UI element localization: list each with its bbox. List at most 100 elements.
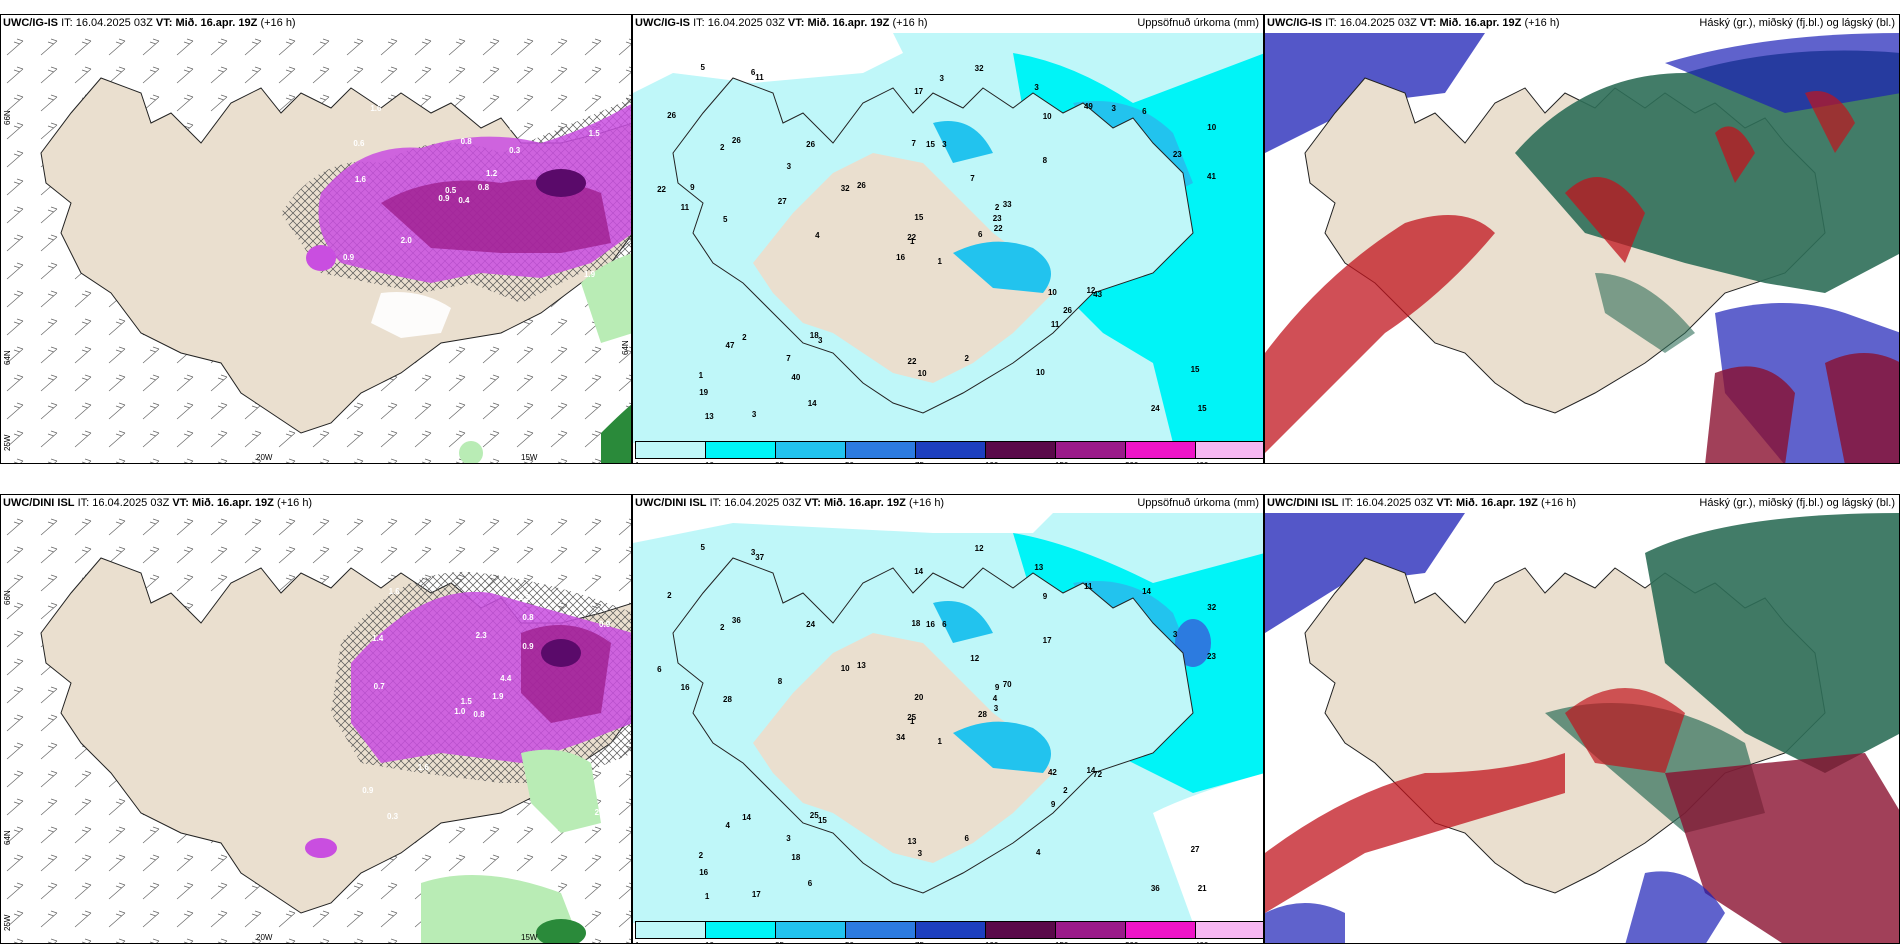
scale-label: 75 — [915, 461, 924, 463]
scale-labels: 1 10 25 50 75 100 150 200 400 — [635, 941, 1263, 943]
value-label: 1.9 — [583, 269, 596, 279]
scale-label: 200 — [1125, 461, 1138, 463]
value-label: 16 — [926, 619, 935, 629]
scale-segment — [986, 922, 1056, 938]
value-label: 13 — [1034, 562, 1044, 572]
scale-segment — [916, 442, 986, 458]
value-label: 41 — [1207, 171, 1216, 181]
lat-label-64: 64N — [3, 830, 12, 845]
lon-label-25: 25W — [3, 914, 12, 931]
value-label: 18 — [809, 330, 819, 340]
value-label: 32 — [840, 183, 850, 193]
value-label: 27 — [1190, 844, 1200, 854]
scale-label: 25 — [775, 461, 784, 463]
value-label: 25 — [907, 713, 917, 723]
value-label: 3 — [942, 139, 947, 149]
value-label: 34 — [896, 733, 906, 743]
value-label: 7 — [911, 138, 916, 148]
lon-label-15: 15W — [521, 933, 538, 942]
scale-label: 400 — [1195, 941, 1208, 943]
value-label: 4 — [815, 230, 820, 240]
value-label: 70 — [1002, 679, 1012, 689]
value-label: 28 — [723, 694, 732, 704]
value-label: 2 — [719, 622, 725, 632]
lon-label-20: 20W — [256, 933, 273, 942]
value-label: 26 — [1063, 306, 1072, 316]
value-label: 16 — [680, 683, 690, 693]
cloud-map — [1265, 513, 1899, 943]
scale-segment — [986, 442, 1056, 458]
value-label: 1 — [698, 371, 704, 381]
value-label: 26 — [731, 135, 741, 145]
panel-subtitle: Háský (gr.), miðský (fj.bl.) og lágský (… — [1699, 497, 1895, 509]
lat-label-64-right: 64N — [621, 340, 630, 355]
panel-title: UWC/IG-IS IT: 16.04.2025 03Z VT: Mið. 16… — [3, 17, 296, 29]
value-label: 1.6 — [370, 104, 382, 113]
value-label: 22 — [993, 223, 1003, 233]
value-label: 36 — [731, 615, 741, 625]
panel-clouds-igis: UWC/IG-IS IT: 16.04.2025 03Z VT: Mið. 16… — [1264, 14, 1900, 464]
value-label: 2 — [698, 851, 704, 861]
value-label: 19 — [699, 388, 709, 398]
scale-label: 50 — [845, 941, 854, 943]
value-label: 21 — [1197, 884, 1207, 894]
value-label: 0.9 — [599, 620, 611, 630]
value-label: 22 — [657, 184, 666, 194]
value-label: 3 — [786, 161, 792, 171]
scale-label: 1 — [635, 941, 639, 943]
value-label: 3 — [1111, 104, 1116, 114]
value-label: 0.7 — [373, 681, 385, 691]
cloud-map — [1265, 33, 1899, 463]
value-label: 0.9 — [522, 642, 534, 652]
value-label: 37 — [755, 553, 765, 563]
value-label: 28 — [978, 710, 987, 720]
value-label: 1.4 — [372, 633, 384, 643]
scale-segment — [1056, 922, 1126, 938]
scale-segment — [636, 922, 706, 938]
panel-snow-dini: UWC/DINI ISL IT: 16.04.2025 03Z VT: Mið.… — [0, 494, 632, 944]
value-label: 9 — [994, 682, 1000, 692]
value-label: 3 — [939, 73, 944, 83]
precip-map — [633, 513, 1263, 923]
value-label: 1 — [910, 237, 915, 247]
value-label: 1.6 — [354, 174, 366, 184]
value-label: 1.2 — [486, 168, 498, 178]
value-label: 17 — [914, 87, 924, 97]
scale-segment — [706, 442, 776, 458]
value-label: 32 — [1207, 603, 1217, 613]
value-label: 10 — [1035, 368, 1045, 378]
lat-label-66: 66N — [3, 590, 12, 605]
panel-title: UWC/IG-IS IT: 16.04.2025 03Z VT: Mið. 16… — [1267, 17, 1560, 29]
value-label: 1 — [910, 717, 915, 727]
lon-label-15: 15W — [521, 453, 538, 462]
scale-segment — [776, 922, 846, 938]
value-label: 17 — [751, 889, 761, 899]
color-scale — [635, 921, 1263, 939]
value-label: 23 — [1172, 150, 1182, 160]
scale-label: 1 — [635, 461, 639, 463]
value-label: 22 — [907, 356, 917, 366]
scale-segment — [1196, 442, 1263, 458]
value-label: 15 — [817, 816, 827, 826]
value-label: 23 — [992, 213, 1002, 223]
value-label: 6 — [1142, 107, 1147, 117]
value-label: 4.0 — [505, 108, 517, 118]
value-label: 24 — [806, 620, 816, 630]
scale-labels: 1 10 25 50 75 100 150 200 400 — [635, 461, 1263, 463]
value-label: 3 — [817, 336, 823, 346]
value-label: 0.9 — [438, 194, 450, 204]
panel-subtitle: Háský (gr.), miðský (fj.bl.) og lágský (… — [1699, 17, 1895, 29]
value-label: 0.9 — [342, 253, 355, 263]
lon-label-20: 20W — [256, 453, 273, 462]
panel-title: UWC/DINI ISL IT: 16.04.2025 03Z VT: Mið.… — [3, 497, 313, 509]
value-label: 10 — [917, 369, 927, 379]
lon-label-25: 25W — [3, 434, 12, 451]
scale-segment — [1126, 442, 1196, 458]
value-label: 1.6 — [417, 762, 429, 772]
value-label: 3 — [1034, 82, 1039, 92]
value-label: 1.9 — [518, 593, 530, 603]
value-label: 14 — [914, 567, 924, 577]
scale-segment — [1196, 922, 1263, 938]
value-label: 1.5 — [588, 129, 600, 139]
value-label: 12 — [1086, 285, 1096, 295]
